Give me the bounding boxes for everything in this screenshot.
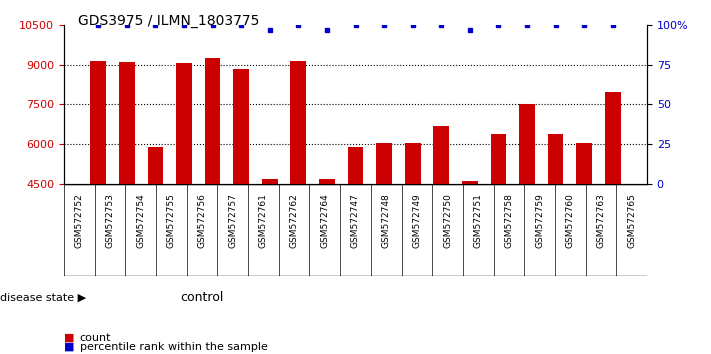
Bar — [405, 143, 420, 184]
Bar — [605, 92, 621, 184]
Text: percentile rank within the sample: percentile rank within the sample — [80, 342, 267, 352]
Bar — [491, 134, 506, 184]
Text: GSM572754: GSM572754 — [137, 193, 145, 248]
Bar — [434, 126, 449, 184]
Bar — [519, 104, 535, 184]
Bar — [547, 134, 563, 184]
Bar — [348, 147, 363, 184]
Text: GSM572757: GSM572757 — [228, 193, 237, 248]
Text: ■: ■ — [64, 342, 75, 352]
Bar — [319, 179, 335, 184]
Bar — [291, 61, 306, 184]
Bar — [576, 143, 592, 184]
Text: GSM572755: GSM572755 — [167, 193, 176, 248]
Bar — [119, 62, 135, 184]
Bar — [376, 143, 392, 184]
Bar — [462, 182, 478, 184]
Bar — [176, 63, 192, 184]
Text: GDS3975 / ILMN_1803775: GDS3975 / ILMN_1803775 — [78, 14, 260, 28]
Bar — [205, 58, 220, 184]
Text: GSM572759: GSM572759 — [535, 193, 544, 248]
Text: GSM572748: GSM572748 — [382, 193, 390, 248]
Bar — [233, 69, 249, 184]
Bar — [148, 147, 164, 184]
Text: control: control — [181, 291, 224, 304]
Text: ■: ■ — [64, 333, 75, 343]
Text: disease state ▶: disease state ▶ — [0, 292, 86, 302]
Text: GSM572756: GSM572756 — [198, 193, 207, 248]
Text: GSM572761: GSM572761 — [259, 193, 268, 248]
Text: GSM572763: GSM572763 — [597, 193, 606, 248]
Text: GSM572758: GSM572758 — [504, 193, 513, 248]
Text: GSM572760: GSM572760 — [566, 193, 574, 248]
Text: endometrioma: endometrioma — [447, 291, 540, 304]
Bar — [90, 61, 106, 184]
Bar — [262, 179, 277, 184]
Text: GSM572749: GSM572749 — [412, 193, 422, 248]
Text: GSM572750: GSM572750 — [443, 193, 452, 248]
Text: count: count — [80, 333, 111, 343]
Text: GSM572753: GSM572753 — [105, 193, 114, 248]
Text: GSM572752: GSM572752 — [75, 193, 84, 248]
Text: GSM572764: GSM572764 — [321, 193, 329, 248]
Text: GSM572751: GSM572751 — [474, 193, 483, 248]
Text: GSM572762: GSM572762 — [289, 193, 299, 248]
Text: GSM572747: GSM572747 — [351, 193, 360, 248]
Text: GSM572765: GSM572765 — [627, 193, 636, 248]
